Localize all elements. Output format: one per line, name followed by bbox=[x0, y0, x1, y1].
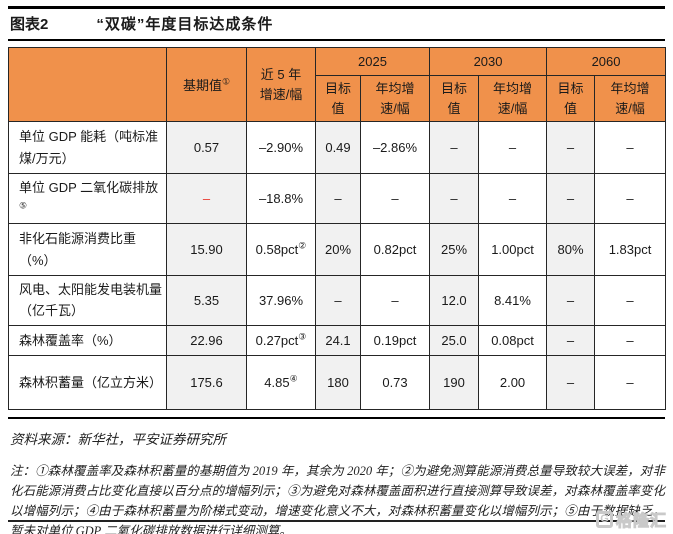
table-row: 森林积蓄量（亿立方米） 175.6 4.85④ 180 0.73 190 2.0… bbox=[8, 354, 667, 410]
top-rule bbox=[8, 6, 665, 9]
col-group-2030: 2030 bbox=[429, 47, 548, 76]
cell-2060-growth: – bbox=[594, 324, 667, 356]
cell-2030-growth: 2.00 bbox=[478, 354, 548, 410]
note-ref-1: ① bbox=[221, 76, 231, 87]
row-label: 单位 GDP 能耗（吨标准煤/万元） bbox=[19, 129, 159, 166]
col-group-2060: 2060 bbox=[546, 47, 667, 76]
cell-2030-target: 12.0 bbox=[429, 275, 480, 326]
cell-note-ref: ③ bbox=[298, 331, 307, 342]
cell-5yr-growth: 0.58pct② bbox=[246, 223, 316, 276]
gelonghui-logo: G 格隆汇 bbox=[595, 507, 667, 531]
figure-title: “双碳”年度目标达成条件 bbox=[96, 16, 274, 33]
cell-2025-target: 0.49 bbox=[315, 121, 361, 174]
gelonghui-logo-text: 格隆汇 bbox=[615, 513, 667, 531]
col-header-2025-target: 目标值 bbox=[315, 75, 361, 122]
cell-2060-growth: – bbox=[594, 121, 667, 174]
cell-2060-target: 80% bbox=[546, 223, 596, 276]
cell-2030-growth: 1.00pct bbox=[478, 223, 548, 276]
col-header-base-value: 基期值① bbox=[166, 47, 247, 122]
cell-2060-target: – bbox=[546, 121, 596, 174]
cell-base-value: 22.96 bbox=[166, 324, 247, 356]
page-bottom-rule bbox=[8, 520, 665, 522]
cell-2025-growth: 0.82pct bbox=[359, 223, 431, 276]
row-label-cell: 风电、太阳能发电装机量（亿千瓦） bbox=[8, 275, 167, 326]
cell-2025-growth: – bbox=[359, 275, 431, 326]
cell-2025-growth: –2.86% bbox=[359, 121, 431, 174]
cell-base-value: 175.6 bbox=[166, 354, 247, 410]
cell-note-ref: ② bbox=[298, 240, 307, 251]
col-group-2025: 2025 bbox=[314, 47, 431, 76]
cell-2030-target: – bbox=[429, 121, 480, 174]
cell-5yr-growth: –2.90% bbox=[246, 121, 316, 174]
cell-2060-target: – bbox=[546, 275, 596, 326]
cell-2030-target: 25.0 bbox=[429, 324, 480, 356]
cell-5yr-growth: –18.8% bbox=[246, 173, 316, 224]
col-header-2030-target: 目标值 bbox=[429, 75, 480, 122]
table-row: 单位 GDP 能耗（吨标准煤/万元） 0.57 –2.90% 0.49 –2.8… bbox=[8, 121, 667, 174]
row-label-cell: 森林覆盖率（%） bbox=[8, 324, 167, 356]
footnotes: 注：①森林覆盖率及森林积蓄量的基期值为 2019 年，其余为 2020 年；②为… bbox=[10, 463, 665, 534]
cell-2030-growth: 0.08pct bbox=[478, 324, 548, 356]
cell-2060-growth: – bbox=[594, 354, 667, 410]
gelonghui-g-icon: G bbox=[595, 510, 613, 528]
table-row: 单位 GDP 二氧化碳排放 ⑤ – –18.8% – – – – – – bbox=[8, 173, 667, 224]
dual-carbon-target-table: 基期值① 近 5 年增速/幅 2025 2030 2060 目标值 年均增 速/幅… bbox=[8, 47, 667, 410]
cell-5yr-growth: 4.85④ bbox=[246, 354, 316, 410]
row-label: 森林覆盖率（%） bbox=[19, 332, 122, 348]
cell-2025-target: – bbox=[315, 275, 361, 326]
cell-2025-growth: – bbox=[359, 173, 431, 224]
col-header-2060-target: 目标值 bbox=[546, 75, 596, 122]
cell-5yr-growth: 0.27pct③ bbox=[246, 324, 316, 356]
row-label: 单位 GDP 二氧化碳排放 bbox=[19, 180, 159, 196]
row-label: 非化石能源消费比重（%） bbox=[19, 231, 137, 268]
title-bar: 图表2 “双碳”年度目标达成条件 bbox=[8, 9, 665, 41]
col-header-2030-growth: 年均增 速/幅 bbox=[478, 75, 548, 122]
table-header: 基期值① 近 5 年增速/幅 2025 2030 2060 目标值 年均增 速/幅… bbox=[8, 47, 667, 122]
cell-2025-target: 24.1 bbox=[315, 324, 361, 356]
row-label-cell: 森林积蓄量（亿立方米） bbox=[8, 354, 167, 410]
cell-2030-growth: – bbox=[478, 121, 548, 174]
cell-2025-growth: 0.73 bbox=[359, 354, 431, 410]
cell-2030-target: 190 bbox=[429, 354, 480, 410]
cell-2060-growth: 1.83pct bbox=[594, 223, 667, 276]
cell-2060-target: – bbox=[546, 324, 596, 356]
cell-2060-target: – bbox=[546, 354, 596, 410]
corner-cell bbox=[8, 47, 167, 122]
table-body: 单位 GDP 能耗（吨标准煤/万元） 0.57 –2.90% 0.49 –2.8… bbox=[8, 121, 667, 410]
row-label: 森林积蓄量（亿立方米） bbox=[19, 374, 163, 390]
table-row: 森林覆盖率（%） 22.96 0.27pct③ 24.1 0.19pct 25.… bbox=[8, 324, 667, 356]
cell-2025-growth: 0.19pct bbox=[359, 324, 431, 356]
col-header-2025-growth: 年均增 速/幅 bbox=[359, 75, 431, 122]
cell-2060-growth: – bbox=[594, 275, 667, 326]
table-row: 非化石能源消费比重（%） 15.90 0.58pct② 20% 0.82pct … bbox=[8, 223, 667, 276]
cell-5yr-growth: 37.96% bbox=[246, 275, 316, 326]
cell-2060-target: – bbox=[546, 173, 596, 224]
cell-base-value: – bbox=[166, 173, 247, 224]
cell-2030-target: – bbox=[429, 173, 480, 224]
source-line: 资料来源：新华社，平安证券研究所 bbox=[10, 431, 226, 447]
cell-note-ref: ④ bbox=[289, 373, 298, 384]
cell-2030-growth: 8.41% bbox=[478, 275, 548, 326]
row-label-cell: 单位 GDP 二氧化碳排放 ⑤ bbox=[8, 173, 167, 224]
cell-base-value: 0.57 bbox=[166, 121, 247, 174]
row-label: 风电、太阳能发电装机量（亿千瓦） bbox=[19, 282, 163, 319]
cell-2025-target: 180 bbox=[315, 354, 361, 410]
col-header-5yr-growth: 近 5 年增速/幅 bbox=[246, 47, 316, 122]
cell-2030-growth: – bbox=[478, 173, 548, 224]
cell-2030-target: 25% bbox=[429, 223, 480, 276]
figure-tag: 图表2 bbox=[10, 16, 49, 33]
table-row: 风电、太阳能发电装机量（亿千瓦） 5.35 37.96% – – 12.0 8.… bbox=[8, 275, 667, 326]
cell-base-value: 15.90 bbox=[166, 223, 247, 276]
col-header-2060-growth: 年均增 速/幅 bbox=[594, 75, 667, 122]
cell-base-value: 5.35 bbox=[166, 275, 247, 326]
cell-2060-growth: – bbox=[594, 173, 667, 224]
row-label-cell: 非化石能源消费比重（%） bbox=[8, 223, 167, 276]
row-label-note-ref: ⑤ bbox=[19, 200, 28, 211]
table-bottom-rule bbox=[8, 416, 665, 419]
cell-2025-target: 20% bbox=[315, 223, 361, 276]
row-label-cell: 单位 GDP 能耗（吨标准煤/万元） bbox=[8, 121, 167, 174]
cell-2025-target: – bbox=[315, 173, 361, 224]
